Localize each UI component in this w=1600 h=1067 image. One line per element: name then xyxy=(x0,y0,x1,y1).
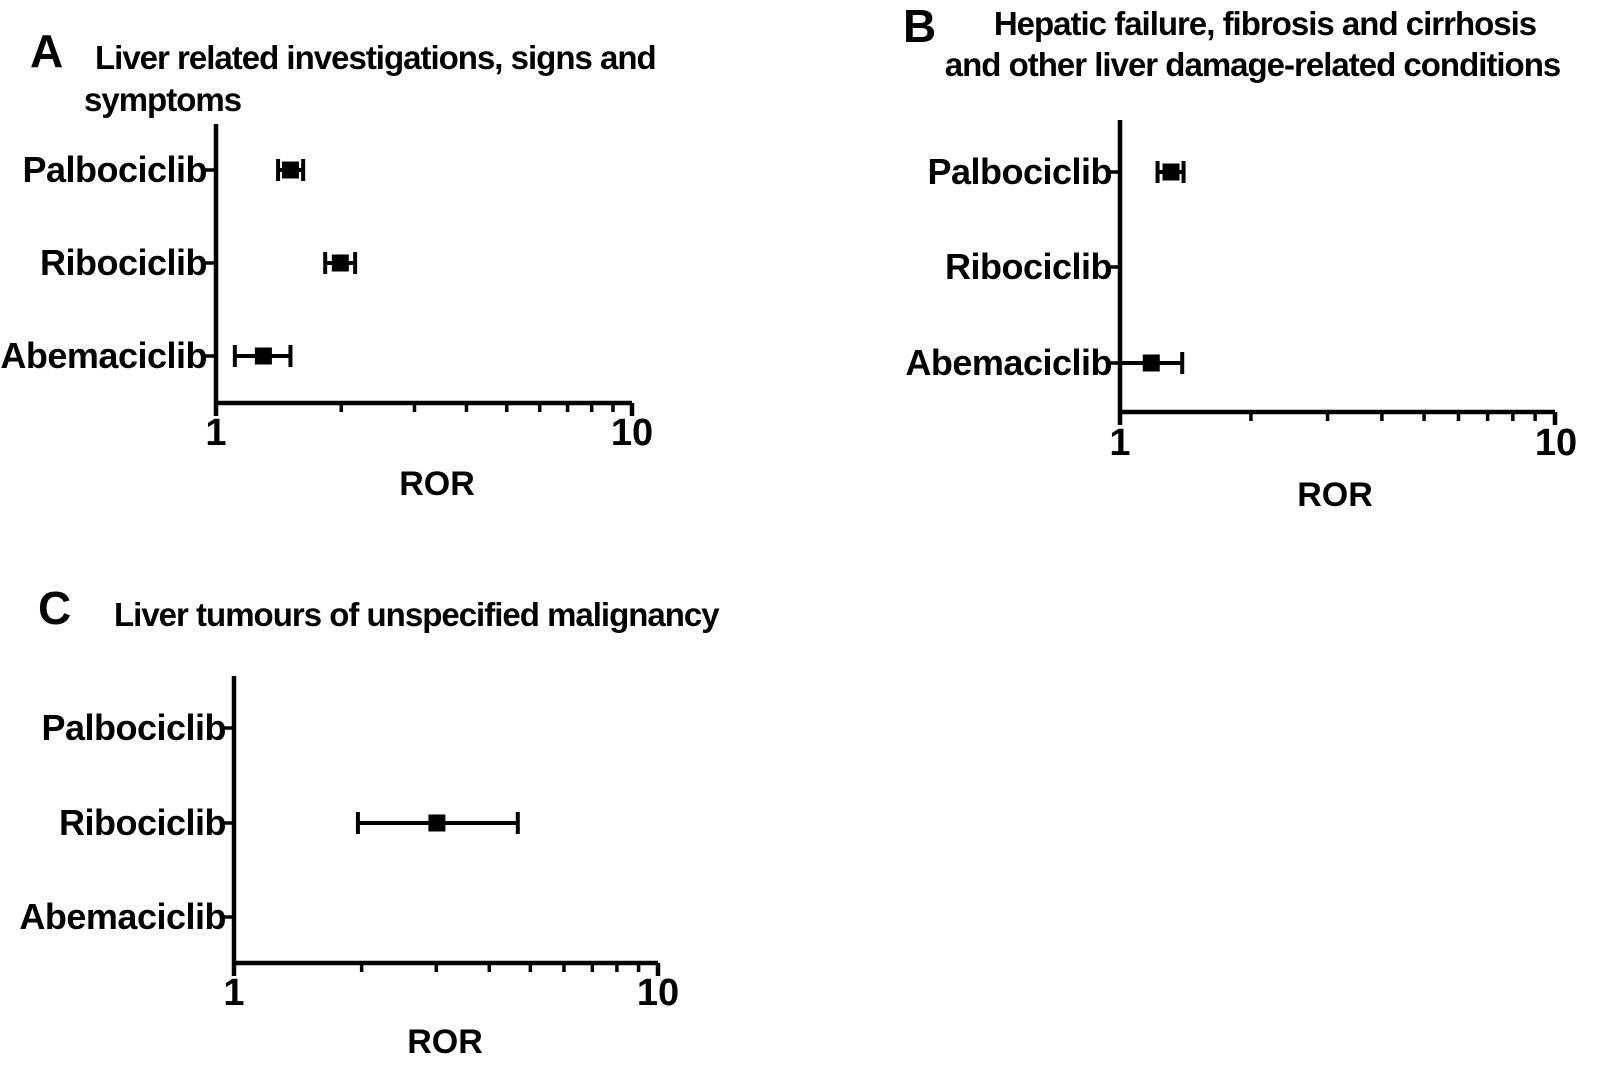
panel-c-label-palbociclib: Palbociclib xyxy=(41,707,226,748)
panel-a-xtick-10: 10 xyxy=(610,412,654,454)
panel-a-letter: A xyxy=(30,25,64,77)
panel-a-title-line1: Liver related investigations, signs and xyxy=(95,39,657,76)
panel-c-letter: C xyxy=(38,582,72,634)
panel-b-title-line2: and other liver damage-related condition… xyxy=(944,46,1561,83)
panel-b-label-ribociclib: Ribociclib xyxy=(944,246,1113,287)
panel-b-title-line1: Hepatic failure, fibrosis and cirrhosis xyxy=(993,5,1537,42)
panel-b-xtick-1: 1 xyxy=(1109,422,1131,464)
panel-b-palbociclib-marker xyxy=(1162,163,1180,181)
panel-a-xaxis-title: ROR xyxy=(399,465,475,503)
panel-b-letter: B xyxy=(903,0,937,52)
panel-b-label-abemaciclib: Abemaciclib xyxy=(905,342,1112,383)
panel-a-xtick-1: 1 xyxy=(205,412,227,454)
panel-b-xaxis-title: ROR xyxy=(1297,476,1373,514)
panel-c-xaxis-title: ROR xyxy=(407,1023,483,1061)
panel-c-title-line1: Liver tumours of unspecified malignancy xyxy=(114,596,720,633)
panel-a-abemaciclib-marker xyxy=(254,347,272,365)
panel-a-title-line2: symptoms xyxy=(84,81,242,118)
panel-b-label-palbociclib: Palbociclib xyxy=(927,151,1112,192)
panel-c-xtick-10: 10 xyxy=(636,972,680,1014)
panel-c-label-abemaciclib: Abemaciclib xyxy=(19,896,226,937)
panel-c-xtick-1: 1 xyxy=(223,972,245,1014)
panel-c-ribociclib-marker xyxy=(428,814,446,832)
panel-c-label-ribociclib: Ribociclib xyxy=(58,802,227,843)
panel-a-palbociclib-marker xyxy=(281,161,299,179)
panel-a-ribociclib-marker xyxy=(331,254,349,272)
panel-a-label-palbociclib: Palbociclib xyxy=(22,149,207,190)
panel-a-label-ribociclib: Ribociclib xyxy=(39,242,208,283)
panel-b-xtick-10: 10 xyxy=(1534,422,1578,464)
panel-b-abemaciclib-marker xyxy=(1142,354,1160,372)
panel-a-label-abemaciclib: Abemaciclib xyxy=(0,335,207,376)
